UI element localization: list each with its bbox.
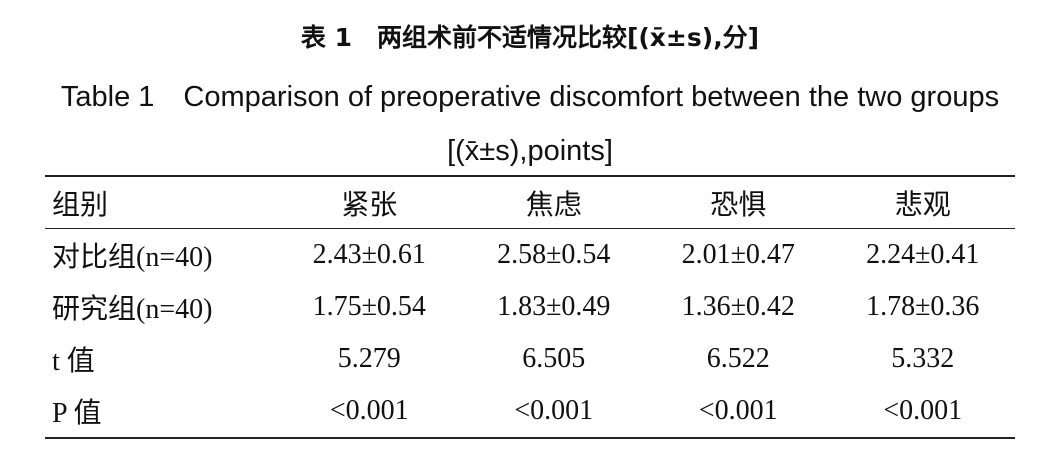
value-cell: 1.83±0.49 xyxy=(497,291,611,322)
value-cell: <0.001 xyxy=(329,395,409,426)
header-cell: 悲观 xyxy=(894,189,951,221)
value-cell: 2.58±0.54 xyxy=(497,239,611,270)
value-cell: 2.24±0.41 xyxy=(866,239,980,270)
value-cell: <0.001 xyxy=(514,395,594,426)
header-cell: 焦虑 xyxy=(525,189,582,221)
value-cell: <0.001 xyxy=(883,395,963,426)
table-body: 对比组(n=40) 2.43±0.61 2.58±0.54 2.01±0.47 2.24… xyxy=(45,229,1015,439)
value-cell: 1.75±0.54 xyxy=(312,291,426,322)
value-cell: 1.78±0.36 xyxy=(866,291,980,322)
value-cell: 1.36±0.42 xyxy=(681,291,795,322)
header-cell: 组别 xyxy=(52,189,109,221)
table-row: t 值 5.279 6.505 6.522 5.332 xyxy=(45,333,1015,385)
title-en: Table 1 Comparison of preoperative disco… xyxy=(60,81,1000,167)
row-label: 对比组(n=40) xyxy=(52,242,213,273)
table-row: 对比组(n=40) 2.43±0.61 2.58±0.54 2.01±0.47 2.24… xyxy=(45,229,1015,282)
value-cell: 6.522 xyxy=(706,343,770,374)
table-row: 研究组(n=40) 1.75±0.54 1.83±0.49 1.36±0.42 1.78… xyxy=(45,281,1015,333)
table-row: P 值 <0.001 <0.001 <0.001 <0.001 xyxy=(45,385,1015,438)
row-label: t 值 xyxy=(52,346,95,377)
title-cn: 表 1 两组术前不适情况比较[(x̄±s),分] xyxy=(300,23,760,52)
row-label: 研究组(n=40) xyxy=(52,294,213,325)
row-label: P 值 xyxy=(52,398,102,429)
value-cell: 5.279 xyxy=(337,343,401,374)
header-row: 组别 紧张 焦虑 恐惧 悲观 xyxy=(45,176,1015,229)
header-cell: 紧张 xyxy=(341,189,398,221)
value-cell: <0.001 xyxy=(698,395,778,426)
table-head: 组别 紧张 焦虑 恐惧 悲观 xyxy=(45,176,1015,229)
value-cell: 5.332 xyxy=(891,343,955,374)
data-table: 组别 紧张 焦虑 恐惧 悲观 对比组(n=40) 2.43±0.61 2.58±0.54 2.… xyxy=(45,175,1015,439)
header-cell: 恐惧 xyxy=(710,189,767,221)
value-cell: 6.505 xyxy=(522,343,586,374)
value-cell: 2.43±0.61 xyxy=(312,239,426,270)
value-cell: 2.01±0.47 xyxy=(681,239,795,270)
